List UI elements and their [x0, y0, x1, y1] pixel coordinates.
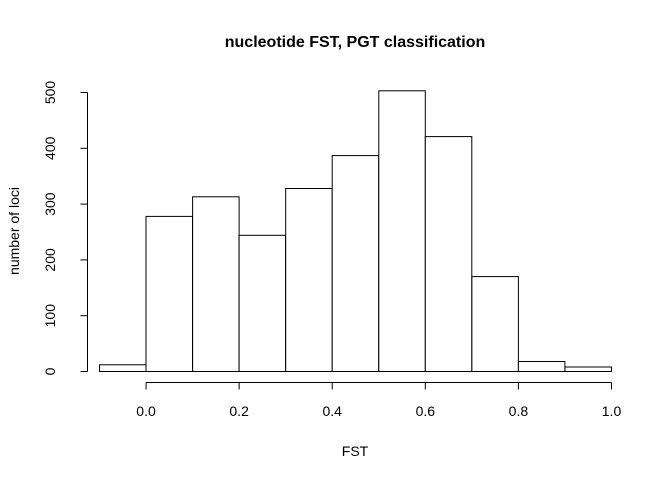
x-tick-label: 0.8 [509, 403, 529, 419]
y-tick-label: 0 [42, 367, 58, 375]
y-axis: 0 100 200 300 400 500 [42, 81, 88, 375]
y-tick-label: 200 [42, 248, 58, 272]
histogram-bar-7 [424, 136, 473, 372]
y-tick-label: 300 [42, 192, 58, 216]
histogram-bar-4 [285, 188, 333, 372]
y-tick-label: 500 [42, 81, 58, 105]
x-tick-label: 0.4 [322, 403, 342, 419]
histogram-bar-1 [145, 215, 193, 372]
histogram-bar-8 [471, 276, 519, 373]
histogram-bar-9 [517, 361, 566, 372]
histogram-bar-2 [192, 196, 240, 372]
bars-group [99, 90, 612, 373]
chart-title: nucleotide FST, PGT classification [225, 34, 486, 51]
x-tick-label: 0.6 [416, 403, 436, 419]
x-tick-label: 0.0 [136, 403, 156, 419]
histogram-bar-6 [378, 90, 426, 373]
histogram-bar-5 [331, 155, 380, 372]
x-tick-label: 0.2 [229, 403, 249, 419]
histogram-bar-10 [564, 366, 612, 372]
y-axis-label: number of loci [6, 187, 22, 275]
histogram-bar-3 [238, 234, 287, 372]
x-axis: 0.0 0.2 0.4 0.6 0.8 1.0 [136, 382, 622, 419]
histogram-bar-0 [99, 364, 147, 372]
y-tick-label: 100 [42, 304, 58, 328]
y-tick-label: 400 [42, 136, 58, 160]
x-axis-label: FST [342, 443, 369, 459]
x-tick-label: 1.0 [602, 403, 622, 419]
